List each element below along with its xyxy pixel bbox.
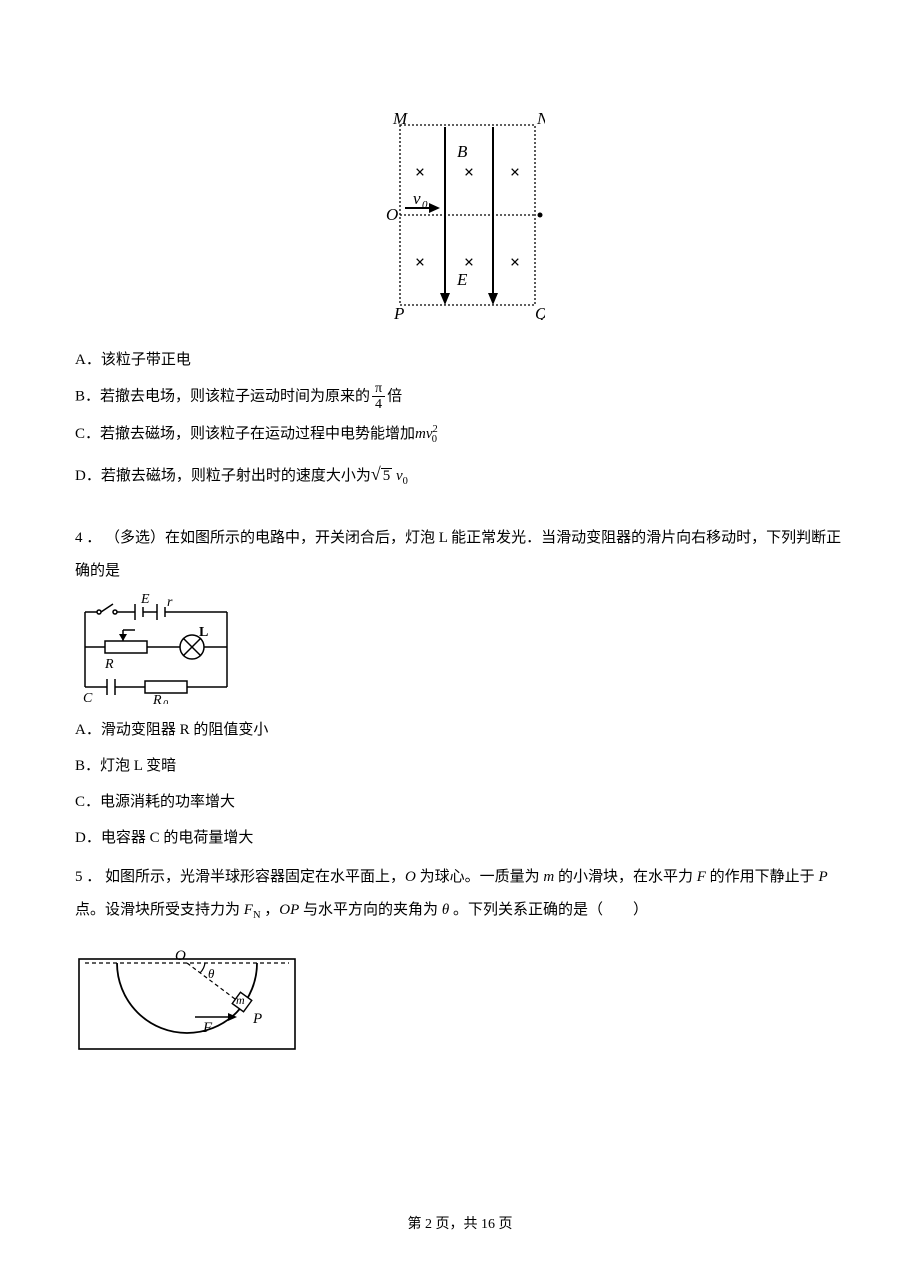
q3-c-sub: 0 bbox=[432, 434, 437, 445]
q4-figure: E r L R C R0 bbox=[75, 592, 845, 709]
q4-prefix: （多选） bbox=[105, 530, 165, 546]
svg-text:×: × bbox=[415, 252, 425, 272]
svg-text:θ: θ bbox=[208, 966, 215, 981]
q5-diagram: O θ m P F bbox=[75, 945, 300, 1057]
q3-option-d: D．若撤去磁场，则粒子射出时的速度大小为√5 v0 bbox=[75, 456, 845, 492]
svg-text:×: × bbox=[464, 162, 474, 182]
svg-text:P: P bbox=[393, 304, 404, 320]
svg-text:E: E bbox=[456, 270, 468, 289]
svg-text:B: B bbox=[457, 142, 468, 161]
q3-b-post: 倍 bbox=[387, 388, 402, 404]
q3-c-pre: C．若撤去磁场，则该粒子在运动过程中电势能增加 bbox=[75, 426, 415, 442]
q3-option-c: C．若撤去磁场，则该粒子在运动过程中电势能增加mv20 bbox=[75, 419, 845, 450]
q4-circuit: E r L R C R0 bbox=[75, 592, 240, 704]
q5-text-3: 的小滑块，在水平力 bbox=[554, 869, 697, 885]
q4-option-a: A．滑动变阻器 R 的阻值变小 bbox=[75, 715, 845, 745]
svg-text:E: E bbox=[140, 592, 150, 607]
svg-text:C: C bbox=[83, 691, 93, 704]
footer-pre: 第 bbox=[408, 1217, 426, 1232]
svg-text:Q: Q bbox=[535, 304, 545, 320]
q3-d-pre: D．若撤去磁场，则粒子射出时的速度大小为 bbox=[75, 468, 371, 484]
q4-stem: 4 ． （多选）在如图所示的电路中，开关闭合后，灯泡 L 能正常发光．当滑动变阻… bbox=[75, 522, 845, 588]
q5-P: P bbox=[818, 869, 827, 885]
q3-figure: ××× ××× M N O A P Q B E v 0 bbox=[75, 110, 845, 325]
q5-FN: F bbox=[244, 902, 253, 918]
svg-text:R: R bbox=[152, 693, 162, 704]
q3-c-m: m bbox=[415, 426, 426, 442]
q5-text-2: 为球心。一质量为 bbox=[416, 869, 544, 885]
q5-OP: OP bbox=[279, 902, 299, 918]
footer-post: 页 bbox=[495, 1217, 513, 1232]
footer-total: 16 bbox=[481, 1217, 495, 1232]
q5-text-5: 点。设滑块所受支持力为 bbox=[75, 902, 244, 918]
q3-option-b: B．若撤去电场，则该粒子运动时间为原来的π4倍 bbox=[75, 381, 845, 413]
svg-text:m: m bbox=[236, 993, 245, 1007]
q5-m: m bbox=[543, 869, 554, 885]
q5-figure: O θ m P F bbox=[75, 945, 845, 1062]
q4-stem-text: 在如图所示的电路中，开关闭合后，灯泡 L 能正常发光．当滑动变阻器的滑片向右移动… bbox=[75, 530, 841, 579]
page-footer: 第 2 页，共 16 页 bbox=[0, 1213, 920, 1233]
q3-d-sub: 0 bbox=[403, 476, 408, 487]
q5-text-1: 如图所示，光滑半球形容器固定在水平面上， bbox=[105, 869, 405, 885]
q5-text-4: 的作用下静止于 bbox=[706, 869, 819, 885]
svg-text:O: O bbox=[386, 205, 398, 224]
q3-b-fraction: π4 bbox=[372, 381, 385, 413]
q5-text-8: 。下列关系正确的是（ ） bbox=[449, 902, 648, 918]
q4-option-b: B．灯泡 L 变暗 bbox=[75, 751, 845, 781]
svg-text:M: M bbox=[392, 110, 408, 128]
q3-d-sqrt: √5 bbox=[371, 456, 392, 492]
q3-diagram: ××× ××× M N O A P Q B E v 0 bbox=[375, 110, 545, 320]
q5-number: 5 ． bbox=[75, 869, 101, 885]
svg-text:×: × bbox=[464, 252, 474, 272]
svg-text:N: N bbox=[536, 110, 545, 128]
svg-text:×: × bbox=[510, 252, 520, 272]
svg-text:R: R bbox=[104, 657, 114, 672]
svg-text:0: 0 bbox=[163, 699, 168, 704]
q4-option-d: D．电容器 C 的电荷量增大 bbox=[75, 823, 845, 853]
svg-text:0: 0 bbox=[422, 199, 428, 211]
svg-text:L: L bbox=[199, 625, 208, 640]
q5-text-7: 与水平方向的夹角为 bbox=[299, 902, 442, 918]
svg-text:×: × bbox=[510, 162, 520, 182]
q3-options: A．该粒子带正电 B．若撤去电场，则该粒子运动时间为原来的π4倍 C．若撤去磁场… bbox=[75, 345, 845, 492]
footer-page: 2 bbox=[425, 1217, 432, 1232]
q5-stem: 5 ． 如图所示，光滑半球形容器固定在水平面上，O 为球心。一质量为 m 的小滑… bbox=[75, 861, 845, 927]
q5-FN-sub: N bbox=[253, 910, 261, 921]
q4-option-c: C．电源消耗的功率增大 bbox=[75, 787, 845, 817]
q5-O: O bbox=[405, 869, 416, 885]
svg-text:×: × bbox=[415, 162, 425, 182]
q5-F1: F bbox=[697, 869, 706, 885]
footer-mid: 页，共 bbox=[432, 1217, 481, 1232]
q3-option-a: A．该粒子带正电 bbox=[75, 345, 845, 375]
q3-b-pre: B．若撤去电场，则该粒子运动时间为原来的 bbox=[75, 388, 370, 404]
q4-number: 4 ． bbox=[75, 530, 101, 546]
svg-text:r: r bbox=[167, 595, 173, 610]
svg-text:v: v bbox=[413, 189, 421, 208]
svg-text:F: F bbox=[202, 1020, 213, 1036]
svg-text:O: O bbox=[175, 948, 186, 964]
q5-text-6: ， bbox=[261, 902, 280, 918]
q4-options: A．滑动变阻器 R 的阻值变小 B．灯泡 L 变暗 C．电源消耗的功率增大 D．… bbox=[75, 715, 845, 853]
q3-d-v: v bbox=[396, 468, 403, 484]
svg-text:P: P bbox=[252, 1011, 262, 1027]
